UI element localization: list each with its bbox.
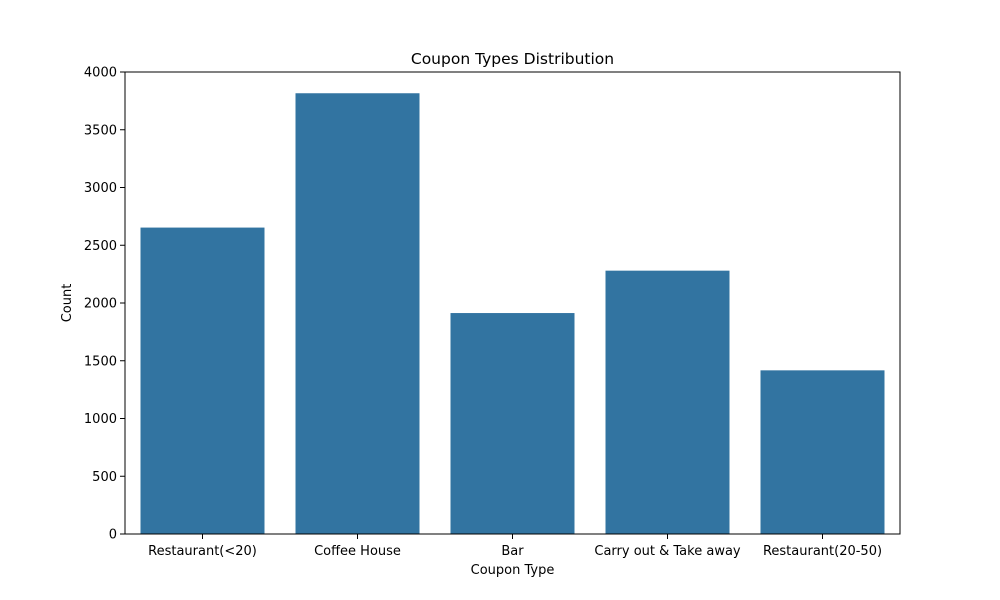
y-tick-label: 1000: [84, 412, 117, 427]
bar: [605, 270, 730, 534]
chart-title: Coupon Types Distribution: [411, 50, 614, 68]
x-tick-label: Coffee House: [314, 544, 401, 559]
y-tick-label: 3500: [84, 123, 117, 138]
x-tick-label: Carry out & Take away: [594, 544, 741, 559]
y-tick-label: 3000: [84, 181, 117, 196]
bar: [450, 313, 575, 534]
x-tick-label: Restaurant(<20): [148, 544, 257, 559]
bars-layer: [140, 93, 885, 534]
y-tick-label: 1500: [84, 354, 117, 369]
y-tick-label: 4000: [84, 66, 117, 81]
y-tick-label: 500: [92, 470, 117, 485]
x-axis: Restaurant(<20) Coffee House Bar Carry out …: [148, 534, 882, 559]
bar: [140, 227, 265, 534]
bar: [295, 93, 420, 534]
y-axis: 0 500 1000 1500 2000 2500 3000 3500 4000: [84, 66, 125, 543]
y-axis-label: Count: [60, 284, 75, 323]
y-tick-label: 2000: [84, 297, 117, 312]
bar: [760, 370, 885, 534]
x-tick-label: Bar: [501, 544, 524, 559]
y-tick-label: 2500: [84, 239, 117, 254]
x-tick-label: Restaurant(20-50): [763, 544, 882, 559]
y-tick-label: 0: [109, 528, 117, 543]
x-axis-label: Coupon Type: [471, 563, 555, 578]
